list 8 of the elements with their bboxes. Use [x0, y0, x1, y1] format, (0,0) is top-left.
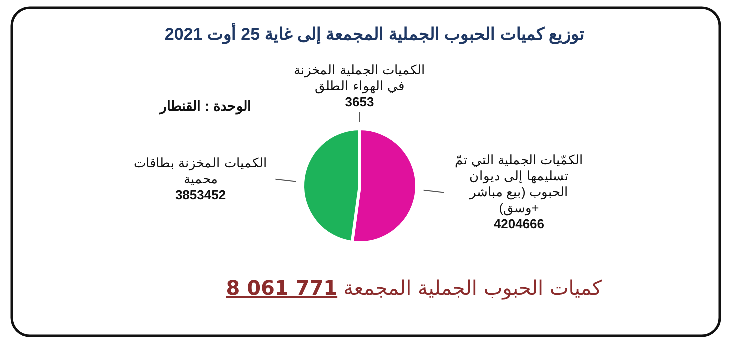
chart-title: توزيع كميات الحبوب الجملية المجمعة إلى غاية 25 أوت 2021 [164, 22, 586, 45]
slice-label: الكميات المخزنة بطاقات محمية [134, 155, 268, 186]
data-label: 4204666 [494, 216, 545, 232]
slice-label: الكميات الجملية المخزنة في الهواء الطلق [294, 62, 426, 94]
slice-label: الكمّيات الجملية التي تمّ تسليمها إلى ديوان الحبوب (بيع مباشر +وسق) [454, 152, 584, 217]
data-label: 3853452 [175, 187, 226, 202]
data-label: 3653 [345, 94, 374, 110]
text: الوحدة : القنطار [159, 98, 252, 115]
